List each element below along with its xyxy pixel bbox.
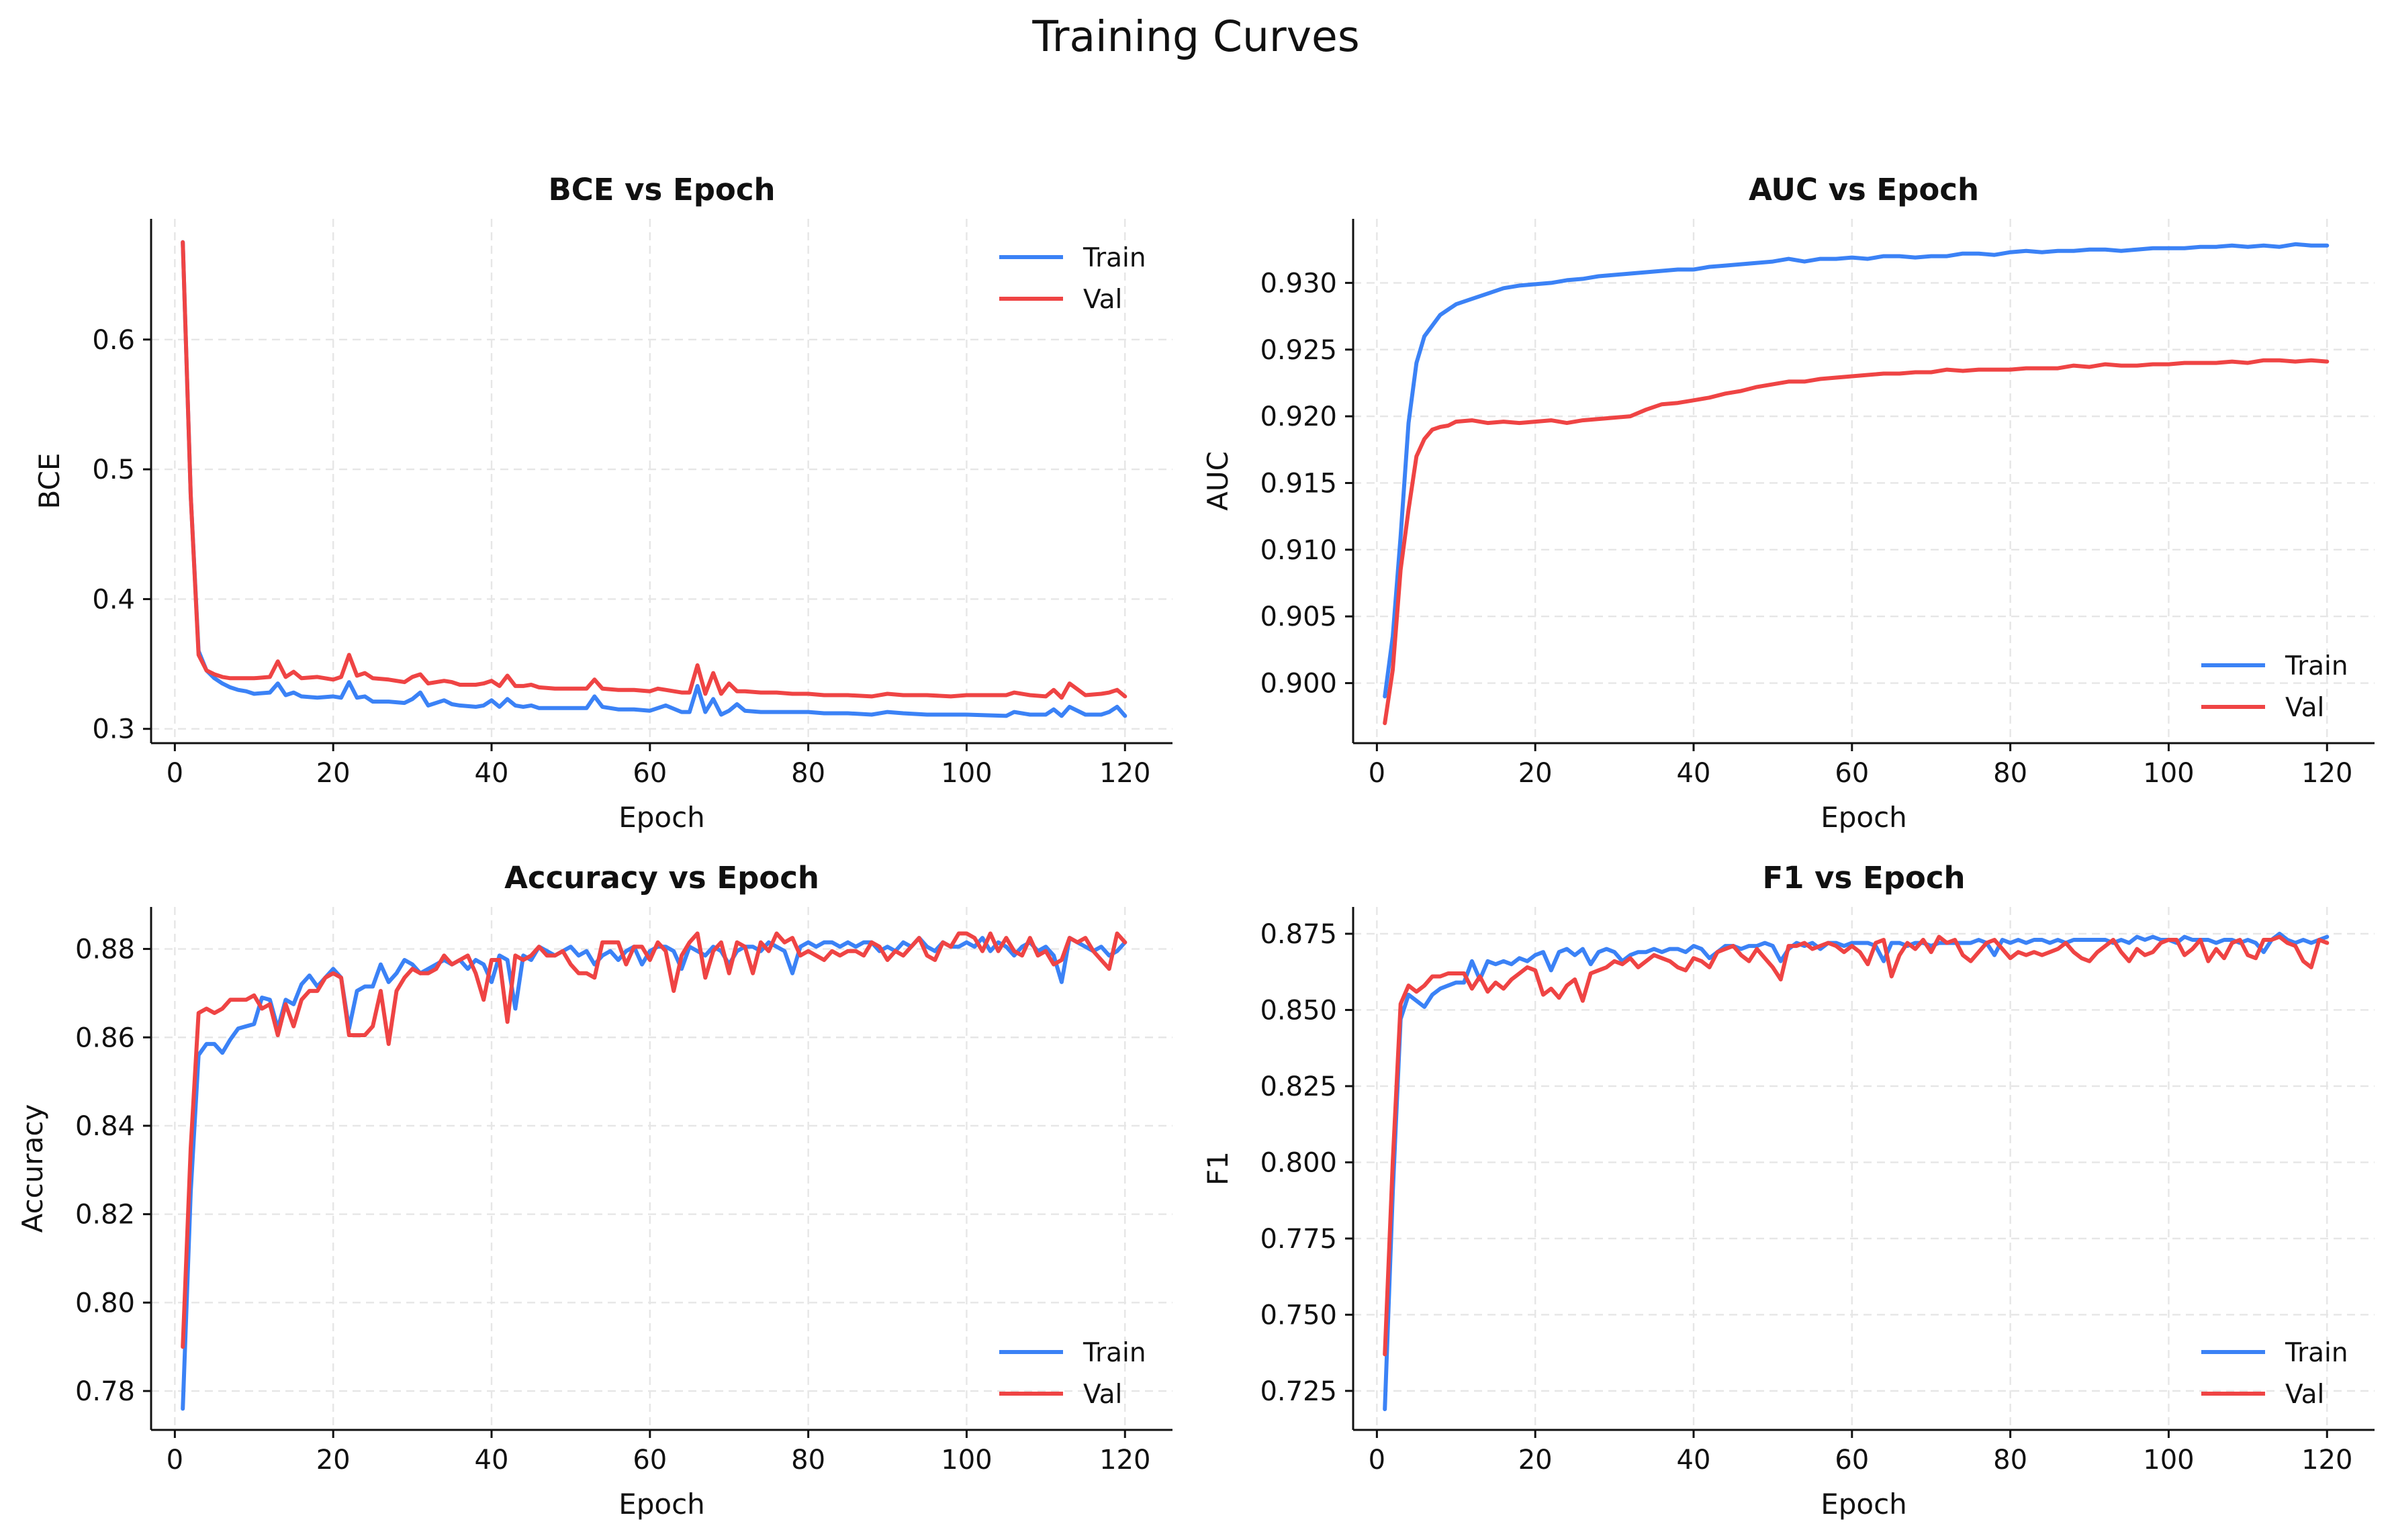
subplot-bce: 0 20 40 60 80 100 120 0.3 0.4 0.5 0.6 BCE vs Epoch E… (33, 172, 1172, 834)
auc-xtick-label-6: 120 (2301, 758, 2352, 789)
auc-ytick-label-4: 0.920 (1260, 401, 1337, 432)
bce-ytick-label-2: 0.5 (92, 454, 135, 485)
bce-ytick-label-0: 0.3 (92, 714, 135, 745)
accuracy-legend-val-label: Val (1083, 1380, 1122, 1410)
accuracy-xaxis-label: Epoch (618, 1488, 705, 1521)
bce-xtick-label-2: 40 (475, 758, 509, 789)
bce-legend: Train Val (999, 243, 1146, 315)
bce-xtick-label-5: 100 (941, 758, 992, 789)
f1-xtick-label-0: 0 (1369, 1445, 1385, 1476)
auc-ytick-label-2: 0.910 (1260, 535, 1337, 566)
figure-title: Training Curves (1031, 12, 1359, 61)
bce-xtick-label-6: 120 (1099, 758, 1150, 789)
subplot-auc: 0 20 40 60 80 100 120 0.900 0.905 0.910 0.915 0.920… (1201, 172, 2375, 834)
auc-xtick-label-2: 40 (1677, 758, 1711, 789)
f1-ytick-label-2: 0.775 (1260, 1224, 1337, 1255)
bce-legend-val-label: Val (1083, 285, 1122, 315)
accuracy-ytick-label-4: 0.86 (75, 1022, 135, 1053)
auc-ytick-label-6: 0.930 (1260, 268, 1337, 299)
f1-yaxis-label: F1 (1201, 1151, 1234, 1186)
subplot-f1: 0 20 40 60 80 100 120 0.725 0.750 0.775 0.800 0.825… (1201, 860, 2375, 1521)
auc-ytick-label-0: 0.900 (1260, 669, 1337, 700)
f1-xtick-label-6: 120 (2301, 1445, 2352, 1476)
accuracy-xtick-label-5: 100 (941, 1445, 992, 1476)
accuracy-ytick-label-5: 0.88 (75, 934, 135, 965)
f1-xaxis-label: Epoch (1821, 1488, 1907, 1521)
bce-series-train-line (181, 240, 1128, 718)
f1-ytick-label-4: 0.825 (1260, 1071, 1337, 1102)
accuracy-plot-title: Accuracy vs Epoch (504, 860, 819, 896)
accuracy-ytick-label-2: 0.82 (75, 1200, 135, 1231)
auc-yaxis-label: AUC (1201, 451, 1234, 511)
auc-xtick-label-3: 60 (1835, 758, 1869, 789)
bce-xtick-label-3: 60 (633, 758, 667, 789)
f1-xtick-label-1: 20 (1518, 1445, 1553, 1476)
accuracy-xtick-label-6: 120 (1099, 1445, 1150, 1476)
accuracy-ytick-label-1: 0.80 (75, 1288, 135, 1318)
bce-ytick-label-3: 0.6 (92, 325, 135, 356)
bce-xaxis-label: Epoch (618, 801, 705, 834)
accuracy-xtick-label-0: 0 (167, 1445, 183, 1476)
accuracy-xtick-label-1: 20 (316, 1445, 351, 1476)
auc-ytick-label-5: 0.925 (1260, 335, 1337, 366)
f1-xtick-label-4: 80 (1993, 1445, 2027, 1476)
f1-xtick-label-2: 40 (1677, 1445, 1711, 1476)
auc-series-train-line (1383, 242, 2330, 699)
f1-legend-train-label: Train (2285, 1338, 2348, 1368)
f1-ytick-label-5: 0.850 (1260, 995, 1337, 1026)
bce-series-val-line (181, 240, 1128, 700)
f1-ytick-label-1: 0.750 (1260, 1300, 1337, 1331)
bce-ytick-label-1: 0.4 (92, 584, 135, 615)
f1-ytick-label-3: 0.800 (1260, 1147, 1337, 1178)
accuracy-yaxis-label: Accuracy (16, 1104, 49, 1233)
auc-series-val-line (1383, 358, 2330, 726)
bce-legend-train-label: Train (1083, 243, 1146, 273)
auc-xaxis-label: Epoch (1821, 801, 1907, 834)
f1-ytick-label-6: 0.875 (1260, 919, 1337, 950)
auc-ytick-label-3: 0.915 (1260, 468, 1337, 499)
accuracy-ytick-label-0: 0.78 (75, 1376, 135, 1407)
auc-plot-title: AUC vs Epoch (1749, 172, 1979, 207)
f1-xtick-label-3: 60 (1835, 1445, 1869, 1476)
auc-xtick-label-5: 100 (2143, 758, 2194, 789)
f1-ytick-label-0: 0.725 (1260, 1376, 1337, 1407)
accuracy-series-val-line (181, 931, 1128, 1349)
f1-legend-val-label: Val (2285, 1380, 2324, 1410)
bce-xtick-label-1: 20 (316, 758, 351, 789)
accuracy-ytick-label-3: 0.84 (75, 1111, 135, 1142)
subplot-accuracy: 0 20 40 60 80 100 120 0.78 0.80 0.82 0.84 0.86 0.88 A… (16, 860, 1172, 1521)
f1-series-val-line (1383, 934, 2330, 1357)
auc-xtick-label-0: 0 (1369, 758, 1385, 789)
accuracy-xtick-label-3: 60 (633, 1445, 667, 1476)
accuracy-xtick-label-4: 80 (791, 1445, 825, 1476)
f1-plot-title: F1 vs Epoch (1762, 860, 1965, 896)
bce-plot-title: BCE vs Epoch (548, 172, 775, 207)
bce-yaxis-label: BCE (33, 453, 66, 510)
accuracy-xtick-label-2: 40 (475, 1445, 509, 1476)
accuracy-legend-train-label: Train (1083, 1338, 1146, 1368)
f1-xtick-label-5: 100 (2143, 1445, 2194, 1476)
auc-ytick-label-1: 0.905 (1260, 601, 1337, 632)
accuracy-legend: Train Val (999, 1338, 1146, 1410)
auc-legend: Train Val (2201, 651, 2348, 723)
auc-legend-val-label: Val (2285, 693, 2324, 723)
bce-xtick-label-4: 80 (791, 758, 825, 789)
f1-legend: Train Val (2201, 1338, 2348, 1410)
bce-xtick-label-0: 0 (167, 758, 183, 789)
auc-legend-train-label: Train (2285, 651, 2348, 681)
auc-xtick-label-1: 20 (1518, 758, 1553, 789)
auc-xtick-label-4: 80 (1993, 758, 2027, 789)
